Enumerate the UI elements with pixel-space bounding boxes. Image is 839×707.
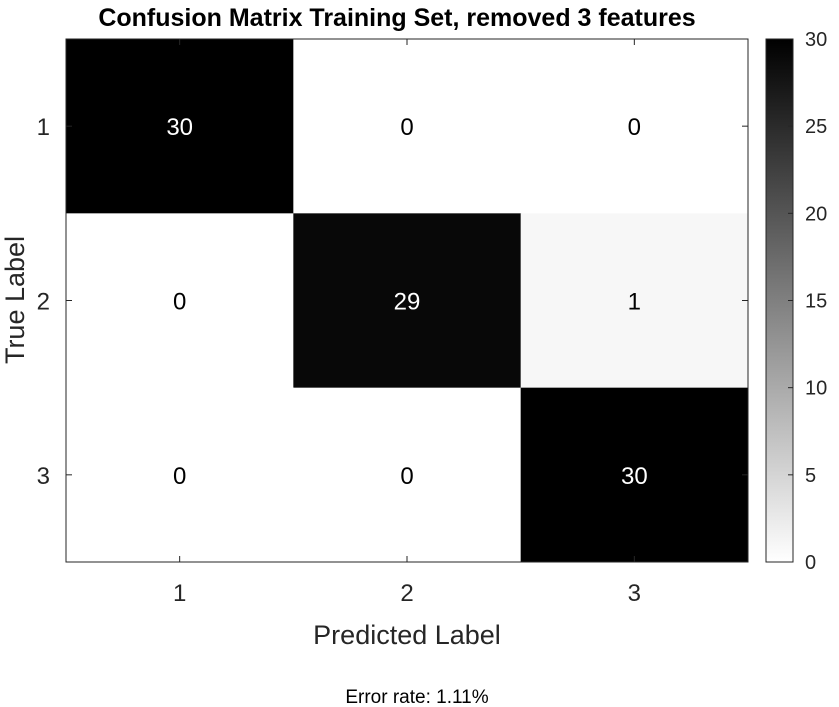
cell-value-2-2: 29 [394,289,421,316]
x-axis-label: Predicted Label [313,620,501,650]
heatmap-cell-3-2 [293,387,522,563]
heatmap-cell-2-2 [293,213,522,389]
colorbar-tick-label: 0 [805,552,816,574]
cell-value-labels: 30 0 0 0 29 1 0 0 30 [166,114,647,490]
cell-value-3-2: 0 [400,463,413,490]
y-tick-label: 2 [37,289,50,316]
heatmap-cell-3-1 [66,387,294,563]
colorbar-tick-label: 10 [805,378,827,400]
x-tick-labels: 1 2 3 [173,580,641,607]
x-tick-label: 1 [173,580,186,607]
heatmap-cells [66,39,749,563]
y-tick-label: 1 [37,114,50,141]
y-tick-labels: 1 2 3 [37,114,50,490]
cell-value-1-2: 0 [400,114,413,141]
colorbar-tick-label: 15 [805,291,827,313]
heatmap-cell-1-2 [293,39,522,214]
colorbar-tick-label: 30 [805,29,827,51]
x-tick-label: 3 [628,580,641,607]
cell-value-1-1: 30 [166,114,193,141]
colorbar-tick-label: 5 [805,465,816,487]
heatmap-cell-1-3 [520,39,749,214]
error-rate-note: Error rate: 1.11% [345,687,488,707]
heatmap-cell-2-3 [520,213,749,389]
cell-value-2-3: 1 [628,289,641,316]
colorbar-tick-label: 25 [805,116,827,138]
y-axis-label: True Label [0,236,30,364]
x-tick-label: 2 [400,580,413,607]
colorbar-ticks: 0 5 10 15 20 25 30 [788,29,827,574]
axis-ticks [66,39,748,562]
heatmap-cell-3-3 [520,387,749,563]
cell-value-3-3: 30 [621,463,648,490]
cell-value-1-3: 0 [628,114,641,141]
heatmap-cell-1-1 [66,39,294,214]
y-tick-label: 3 [37,463,50,490]
cell-value-2-1: 0 [173,289,186,316]
heatmap-cell-2-1 [66,213,294,389]
cell-value-3-1: 0 [173,463,186,490]
chart-title: Confusion Matrix Training Set, removed 3… [98,4,695,32]
colorbar-tick-label: 20 [805,203,827,225]
